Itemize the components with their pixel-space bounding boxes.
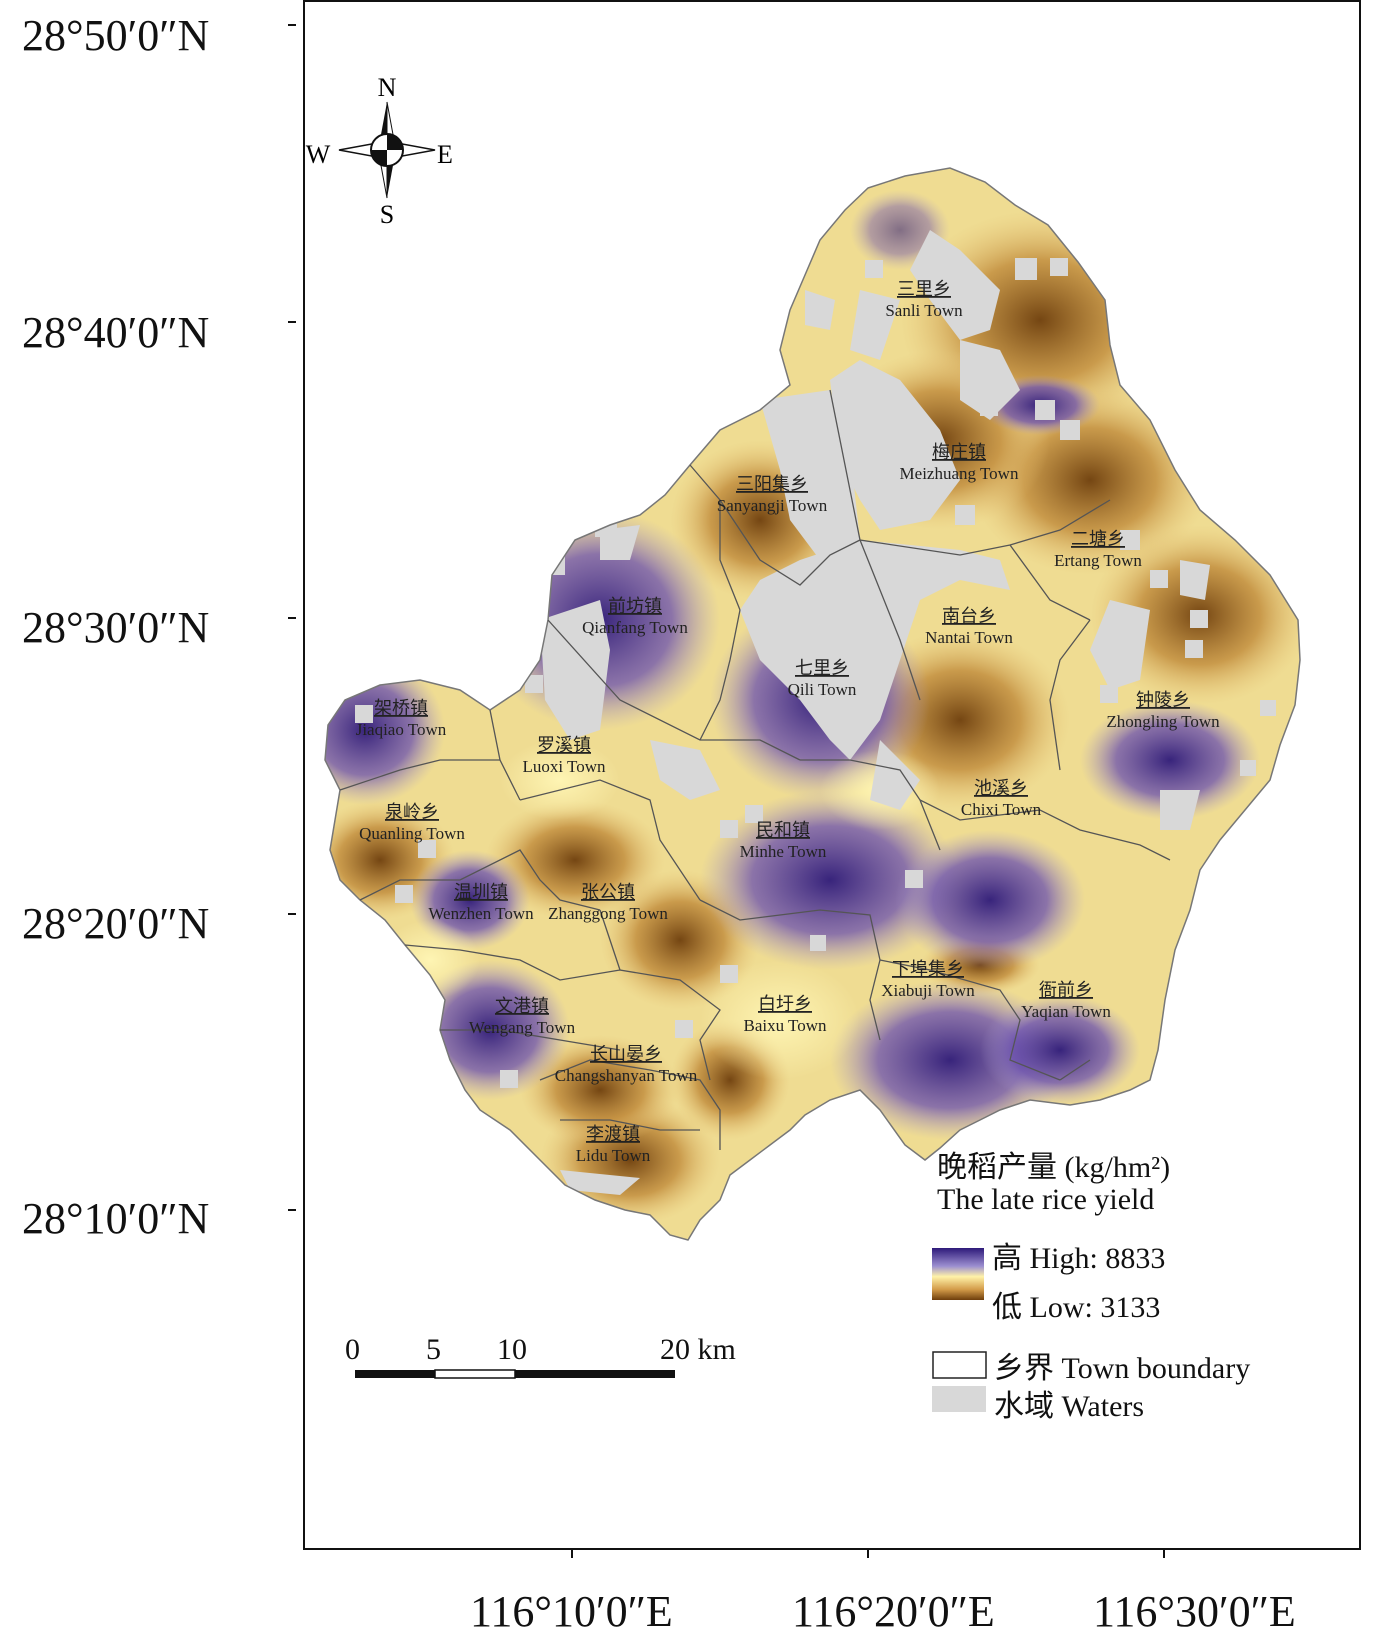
compass-rose — [338, 101, 436, 199]
town-label-cn: 罗溪镇 — [537, 735, 591, 755]
town-label-en: Qili Town — [788, 680, 857, 699]
town-label-en: Wenzhen Town — [428, 904, 534, 923]
town-label-en: Minhe Town — [740, 842, 827, 861]
town-label-en: Ertang Town — [1054, 551, 1142, 570]
town-label-en: Chixi Town — [961, 800, 1042, 819]
legend-boundary-swatch — [932, 1351, 987, 1379]
town-label-en: Quanling Town — [359, 824, 465, 843]
town-label-en: Qianfang Town — [582, 618, 688, 637]
town-label-cn: 文港镇 — [495, 996, 549, 1016]
town-label-en: Changshanyan Town — [555, 1066, 698, 1085]
town-label-en: Luoxi Town — [522, 757, 606, 776]
town-label-cn: 三阳集乡 — [736, 474, 808, 494]
town-label-en: Baixu Town — [743, 1016, 827, 1035]
lat-label-3: 28°30′0″N — [22, 603, 210, 652]
map-frame — [303, 0, 1361, 1550]
lon-label-1: 116°10′0″E — [470, 1587, 673, 1636]
town-label-cn: 钟陵乡 — [1136, 690, 1190, 710]
town-label-en: Lidu Town — [576, 1146, 651, 1165]
town-label-cn: 池溪乡 — [974, 778, 1028, 798]
legend-high: 高 High: 8833 — [992, 1242, 1166, 1275]
legend-waters: 水域 Waters — [994, 1390, 1145, 1423]
town-label-cn: 民和镇 — [756, 820, 810, 840]
town-label-cn: 白圩乡 — [758, 994, 812, 1014]
scale-label-0: 0 — [345, 1333, 360, 1366]
town-label-cn: 七里乡 — [795, 658, 849, 678]
town-label-cn: 李渡镇 — [586, 1124, 640, 1144]
scale-label-20km: 20 km — [660, 1333, 736, 1366]
lat-label-2: 28°40′0″N — [22, 308, 210, 357]
compass-w-label: W — [306, 140, 331, 169]
waters — [355, 230, 1276, 1195]
town-label-en: Sanyangji Town — [717, 496, 828, 515]
scale-bar — [355, 1369, 675, 1379]
town-label-cn: 长山晏乡 — [590, 1044, 662, 1064]
scale-label-10: 10 — [497, 1333, 527, 1366]
town-boundaries — [339, 389, 1171, 1150]
legend-waters-swatch — [932, 1386, 986, 1412]
town-label-en: Zhongling Town — [1106, 712, 1220, 731]
town-label-cn: 二塘乡 — [1071, 529, 1125, 549]
town-label-en: Meizhuang Town — [900, 464, 1019, 483]
lon-label-3: 116°30′0″E — [1093, 1587, 1296, 1636]
lon-label-2: 116°20′0″E — [792, 1587, 995, 1636]
town-label-en: Jiaqiao Town — [356, 720, 447, 739]
town-label-en: Nantai Town — [925, 628, 1013, 647]
compass-e-label: E — [437, 140, 453, 169]
legend-boundary: 乡界 Town boundary — [994, 1352, 1251, 1385]
lat-label-1: 28°50′0″N — [22, 11, 210, 60]
lat-label-5: 28°10′0″N — [22, 1194, 210, 1243]
town-label-cn: 三里乡 — [897, 279, 951, 299]
town-label-en: Wengang Town — [469, 1018, 576, 1037]
town-label-cn: 下埠集乡 — [892, 959, 964, 979]
scale-label-5: 5 — [426, 1333, 441, 1366]
legend-title-en: The late rice yield — [937, 1183, 1155, 1216]
town-label-cn: 衙前乡 — [1039, 980, 1093, 1000]
town-label-cn: 温圳镇 — [454, 882, 508, 902]
town-label-cn: 梅庄镇 — [932, 442, 986, 462]
town-label-en: Zhanggong Town — [548, 904, 668, 923]
town-label-cn: 泉岭乡 — [385, 802, 439, 822]
compass-n-label: N — [378, 73, 397, 102]
frame-ticks — [288, 24, 1165, 1558]
town-label-en: Xiabuji Town — [881, 981, 975, 1000]
town-label-en: Sanli Town — [885, 301, 963, 320]
town-label-cn: 张公镇 — [581, 882, 635, 902]
yield-surface — [325, 168, 1300, 1240]
legend-title-cn: 晚稻产量 (kg/hm²) — [937, 1151, 1171, 1184]
town-label-cn: 前坊镇 — [608, 596, 662, 616]
legend-ramp — [932, 1248, 984, 1300]
town-label-cn: 南台乡 — [942, 606, 996, 626]
compass-s-label: S — [380, 200, 394, 229]
town-label-cn: 架桥镇 — [374, 698, 428, 718]
legend-low: 低 Low: 3133 — [992, 1291, 1161, 1324]
lat-label-4: 28°20′0″N — [22, 899, 210, 948]
town-label-en: Yaqian Town — [1021, 1002, 1111, 1021]
